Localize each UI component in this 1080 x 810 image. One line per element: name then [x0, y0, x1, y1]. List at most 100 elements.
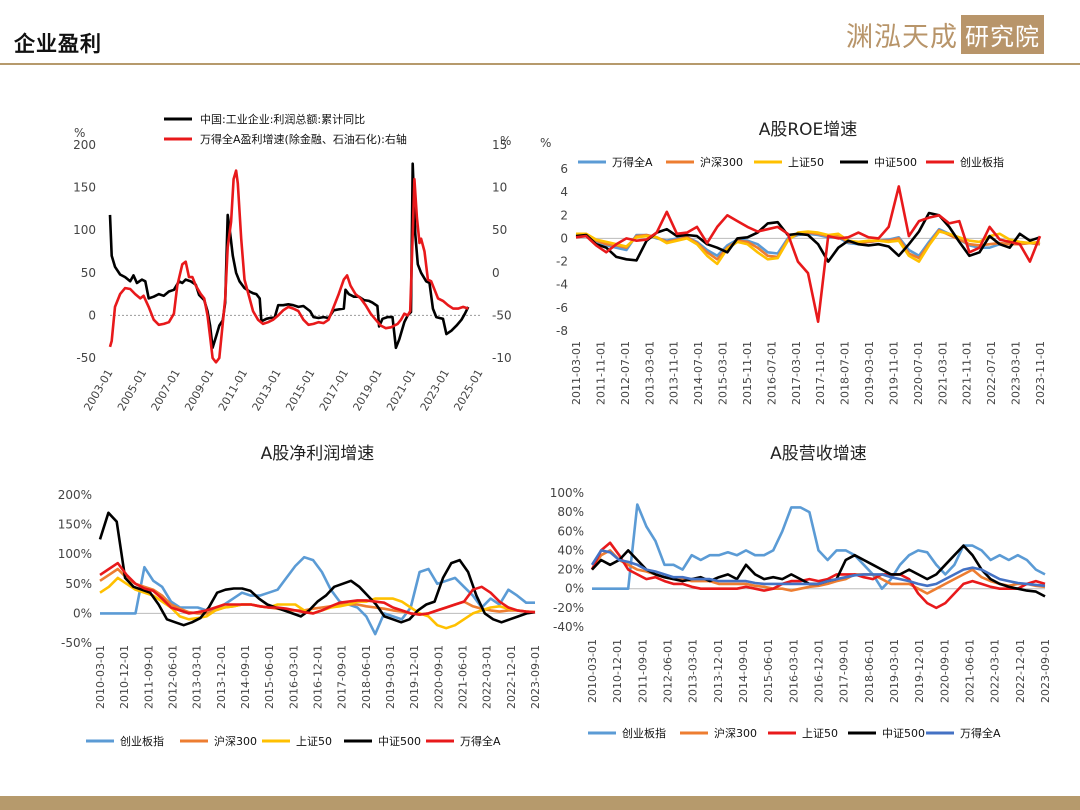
- y-tick-label: 80%: [557, 505, 584, 519]
- x-tick-label: 2019-12-01: [408, 645, 421, 709]
- y-left-tick-label: 50: [81, 266, 96, 280]
- y-tick-label: 0: [560, 231, 568, 245]
- x-tick-label: 2012-06-01: [662, 639, 675, 703]
- x-tick-label: 2021-06-01: [457, 645, 470, 709]
- legend-label-1: 万得全A盈利增速(除金融、石油石化):右轴: [200, 132, 407, 146]
- y-right-tick-label: 10: [492, 181, 507, 195]
- x-tick-label: 2013-11-01: [668, 341, 681, 405]
- x-tick-label: 2023-09-01: [529, 645, 542, 709]
- series-line-3: [98, 511, 536, 627]
- y-tick-label: 100%: [550, 486, 584, 500]
- x-tick-label: 2013-12-01: [215, 645, 228, 709]
- x-tick-label: 2011-09-01: [142, 645, 155, 709]
- x-tick-label: 2011-09-01: [636, 639, 649, 703]
- x-tick-label: 2022-03-01: [989, 639, 1002, 703]
- chart-revenue-growth: A股营收增速 100% 80% 60% 40% 20% 0% -20% -40%2010-03-…: [550, 444, 1052, 740]
- legend-label-0: 创业板指: [622, 726, 666, 740]
- x-tick-label: 2025-01: [451, 367, 485, 413]
- x-tick-label: 2019-03-01: [888, 639, 901, 703]
- y-tick-label: 20%: [557, 563, 584, 577]
- y-tick-label: -8: [556, 324, 568, 338]
- x-tick-label: 2005-01: [115, 367, 149, 413]
- x-tick-label: 2015-06-01: [263, 645, 276, 709]
- x-tick-label: 2023-11-01: [1034, 341, 1047, 405]
- x-tick-label: 2022-07-01: [985, 341, 998, 405]
- x-tick-label: 2019-01: [350, 367, 384, 413]
- x-tick-label: 2010-12-01: [611, 639, 624, 703]
- y-left-tick-label: 150: [73, 181, 96, 195]
- x-tick-label: 2021-03-01: [936, 341, 949, 405]
- page-title: 企业盈利: [14, 32, 102, 56]
- y-tick-label: 100%: [58, 547, 92, 561]
- y-tick-label: 150%: [58, 518, 92, 532]
- series-line-0: [100, 555, 535, 636]
- series-line-0: [108, 162, 470, 350]
- y-left-tick-label: 100: [73, 223, 96, 237]
- x-tick-label: 2009-01: [182, 367, 216, 413]
- y-tick-label: 200%: [58, 488, 92, 502]
- x-tick-label: 2017-09-01: [838, 639, 851, 703]
- x-tick-label: 2017-01: [317, 367, 351, 413]
- y-tick-label: 0%: [565, 582, 584, 596]
- x-tick-label: 2007-01: [149, 367, 183, 413]
- x-tick-label: 2013-12-01: [712, 639, 725, 703]
- x-tick-label: 2019-03-01: [863, 341, 876, 405]
- legend-label-4: 创业板指: [960, 155, 1004, 169]
- y-axis-unit: %: [540, 136, 551, 150]
- logo-box-text: 研究院: [961, 14, 1044, 54]
- x-tick-label: 2015-03-01: [717, 341, 730, 405]
- logo-main-text: 渊泓天成: [846, 21, 958, 53]
- header-divider: [0, 63, 1080, 65]
- x-tick-label: 2021-11-01: [961, 341, 974, 405]
- x-tick-label: 2010-03-01: [586, 639, 599, 703]
- legend-label-3: 中证500: [378, 735, 421, 748]
- y-right-tick-label: -10: [492, 351, 512, 365]
- y-right-tick-label: 0: [492, 266, 500, 280]
- x-tick-label: 2018-06-01: [863, 639, 876, 703]
- x-tick-label: 2016-03-01: [287, 645, 300, 709]
- chart-title: A股营收增速: [770, 444, 867, 464]
- x-tick-label: 2011-11-01: [594, 341, 607, 405]
- legend-label-3: 中证500: [874, 156, 917, 169]
- x-tick-label: 2022-12-01: [505, 645, 518, 709]
- legend-label-4: 万得全A: [960, 726, 1001, 740]
- y-tick-label: 50%: [65, 577, 92, 591]
- y-tick-label: 0%: [73, 606, 92, 620]
- x-tick-label: 2016-03-01: [787, 639, 800, 703]
- y-tick-label: -20%: [553, 601, 584, 615]
- x-tick-label: 2012-06-01: [167, 645, 180, 709]
- y-right-tick-label: 50: [492, 223, 507, 237]
- x-tick-label: 2023-01: [418, 367, 452, 413]
- x-tick-label: 2010-12-01: [118, 645, 131, 709]
- x-tick-label: 2018-06-01: [360, 645, 373, 709]
- y-tick-label: -2: [556, 255, 568, 269]
- x-tick-label: 2023-03-01: [1010, 341, 1023, 405]
- y-tick-label: -40%: [553, 620, 584, 634]
- legend-label-2: 上证50: [296, 735, 332, 748]
- x-tick-label: 2017-09-01: [336, 645, 349, 709]
- x-tick-label: 2019-12-01: [913, 639, 926, 703]
- x-tick-label: 2014-09-01: [239, 645, 252, 709]
- x-tick-label: 2019-11-01: [887, 341, 900, 405]
- y-right-tick-label: 15: [492, 138, 507, 152]
- x-tick-label: 2017-03-01: [790, 341, 803, 405]
- legend-label-0: 中国:工业企业:利润总额:累计同比: [200, 112, 365, 126]
- x-tick-label: 2013-03-01: [191, 645, 204, 709]
- x-tick-label: 2020-07-01: [912, 341, 925, 405]
- x-tick-label: 2014-07-01: [692, 341, 705, 405]
- series-line-1: [108, 169, 469, 364]
- series-line-2: [590, 541, 1046, 610]
- x-tick-label: 2022-12-01: [1014, 639, 1027, 703]
- legend-label-1: 沪深300: [214, 734, 257, 748]
- y-tick-label: 2: [560, 208, 568, 222]
- legend-label-1: 沪深300: [700, 155, 743, 169]
- chart-net-profit-growth: A股净利润增速 200% 150% 100% 50% 0% -50%2010-03-01 20…: [58, 444, 542, 748]
- legend-label-4: 万得全A: [460, 734, 501, 748]
- x-tick-label: 2013-01: [250, 367, 284, 413]
- x-tick-label: 2015-11-01: [741, 341, 754, 405]
- x-tick-label: 2022-03-01: [481, 645, 494, 709]
- y-tick-label: -4: [556, 278, 568, 292]
- chart-title: A股净利润增速: [261, 444, 375, 464]
- x-tick-label: 2010-03-01: [94, 645, 107, 709]
- y-tick-label: 40%: [557, 543, 584, 557]
